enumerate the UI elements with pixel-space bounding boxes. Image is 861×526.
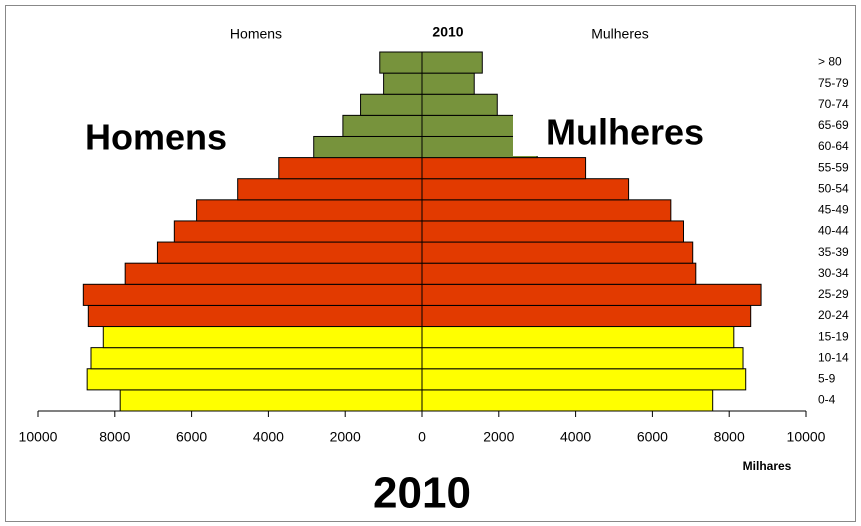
big-title: 2010 xyxy=(373,469,471,518)
series-label: Homens xyxy=(230,26,282,42)
x-tick-label: 4000 xyxy=(560,429,591,445)
x-tick-label: 2000 xyxy=(483,429,514,445)
x-tick-label: 10000 xyxy=(787,429,826,445)
bar xyxy=(87,304,423,328)
bar xyxy=(421,347,744,370)
bar xyxy=(124,262,423,285)
x-tick-label: 8000 xyxy=(99,429,130,445)
bar xyxy=(379,51,423,74)
big-series-label: Mulheres xyxy=(546,112,704,153)
big-series-label: Homens xyxy=(85,117,227,158)
category-label: 35-39 xyxy=(818,245,849,259)
category-label: 65-69 xyxy=(818,118,849,132)
bar xyxy=(90,347,423,370)
bar xyxy=(86,368,423,391)
bar xyxy=(196,199,423,222)
category-label: 75-79 xyxy=(818,76,849,90)
bar xyxy=(421,178,630,201)
bar xyxy=(342,114,423,137)
label-background xyxy=(513,113,727,156)
bar xyxy=(421,326,735,349)
bars xyxy=(82,51,762,412)
bar xyxy=(102,326,423,349)
category-label: 70-74 xyxy=(818,97,849,111)
category-label: 60-64 xyxy=(818,139,849,153)
series-label: Mulheres xyxy=(591,26,649,42)
category-label: 40-44 xyxy=(818,224,849,238)
bar xyxy=(421,368,747,391)
bar xyxy=(421,283,762,306)
bar xyxy=(313,135,423,159)
x-tick-label: 6000 xyxy=(176,429,207,445)
bar xyxy=(173,220,423,243)
bar xyxy=(421,199,672,222)
category-label: 45-49 xyxy=(818,203,849,217)
category-label: 0-4 xyxy=(818,393,836,407)
chart-title: 2010 xyxy=(432,24,463,40)
bar xyxy=(421,114,515,137)
category-label: 15-19 xyxy=(818,329,849,343)
x-tick-label: 8000 xyxy=(714,429,745,445)
bar xyxy=(82,283,423,306)
x-tick-label: 0 xyxy=(418,429,426,445)
bar xyxy=(421,157,587,180)
bar xyxy=(421,262,697,285)
category-label: 10-14 xyxy=(818,350,849,364)
category-label: 30-34 xyxy=(818,266,849,280)
bar xyxy=(421,51,483,74)
bar xyxy=(421,220,685,243)
category-label: 25-29 xyxy=(818,287,849,301)
category-label: 55-59 xyxy=(818,160,849,174)
bar xyxy=(278,157,423,180)
category-label: 20-24 xyxy=(818,308,849,322)
bar xyxy=(360,93,423,116)
x-tick-label: 10000 xyxy=(19,429,58,445)
x-tick-label: 4000 xyxy=(253,429,284,445)
bar xyxy=(156,241,423,264)
bar xyxy=(119,389,423,412)
bar xyxy=(421,241,694,264)
x-tick-label: 6000 xyxy=(637,429,668,445)
category-label: 5-9 xyxy=(818,371,836,385)
bar xyxy=(421,304,752,328)
category-label: 50-54 xyxy=(818,181,849,195)
bar xyxy=(421,93,498,116)
x-axis-label: Milhares xyxy=(743,459,792,473)
bar xyxy=(421,389,714,412)
bar xyxy=(383,72,423,95)
bar xyxy=(421,72,475,95)
bar xyxy=(237,178,423,201)
category-label: > 80 xyxy=(818,55,842,69)
x-tick-label: 2000 xyxy=(330,429,361,445)
